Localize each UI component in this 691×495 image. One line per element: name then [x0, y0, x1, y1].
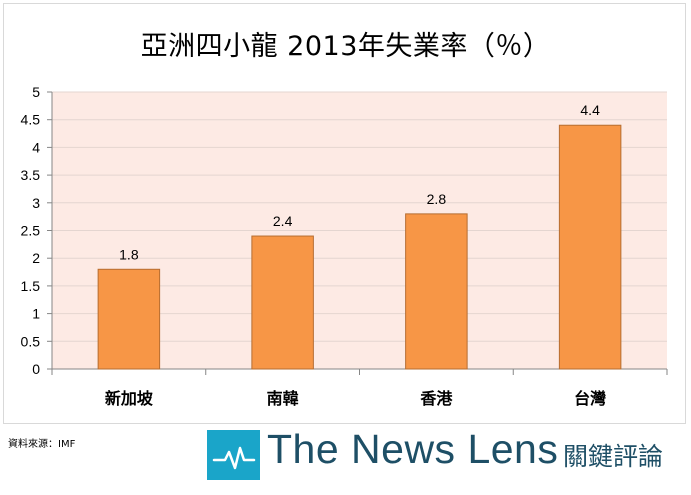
- y-tick-label: 3.5: [21, 167, 41, 183]
- y-tick-label: 2.5: [21, 223, 41, 239]
- source-note: 資料來源：IMF: [8, 439, 76, 450]
- category-label: 新加坡: [105, 389, 154, 408]
- data-label: 2.8: [427, 191, 447, 207]
- y-tick-label: 4: [32, 139, 40, 155]
- bar: [97, 268, 161, 370]
- y-tick-label: 2: [32, 250, 40, 266]
- y-tick-label: 0: [32, 361, 40, 377]
- y-tick-label: 1.5: [21, 278, 41, 294]
- y-tick-label: 1: [32, 306, 40, 322]
- bar: [405, 213, 468, 370]
- bar: [251, 235, 314, 370]
- y-tick-label: 5: [32, 84, 40, 100]
- chart-frame: [3, 3, 686, 424]
- brand-subtitle: 關鍵評論: [563, 442, 664, 471]
- brand-logo: [207, 430, 260, 480]
- y-tick-label: 0.5: [21, 333, 41, 349]
- y-tick-label: 4.5: [21, 112, 41, 128]
- data-label: 2.4: [273, 213, 293, 229]
- category-label: 南韓: [267, 389, 299, 408]
- plot-area: 0 0.5 1 1.5 2 2.5 3 3.5 4 4.5 5 1.8 新加坡 2.4 南韓 2.8 香港 4.4…: [21, 84, 668, 408]
- bar-chart: 0 0.5 1 1.5 2 2.5 3 3.5 4 4.5 5 1.8 新加坡 2.4 南韓 2.8 香港 4.4…: [21, 84, 668, 408]
- y-tick-label: 3: [32, 195, 40, 211]
- category-label: 香港: [419, 389, 453, 408]
- data-label: 1.8: [119, 246, 139, 262]
- pulse-line-icon: [212, 446, 256, 470]
- category-label: 台灣: [574, 389, 606, 408]
- chart-title: 亞洲四小龍 2013年失業率（％）: [140, 31, 551, 62]
- bar: [558, 124, 622, 370]
- brand-name: The News Lens: [267, 426, 559, 472]
- data-label: 4.4: [580, 102, 600, 118]
